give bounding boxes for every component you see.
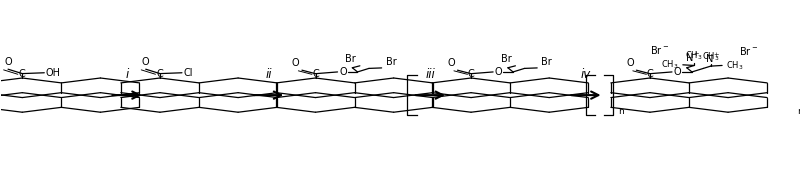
Text: Br: Br: [501, 54, 511, 64]
Text: O: O: [4, 57, 12, 67]
Text: C: C: [468, 69, 474, 79]
Text: iv: iv: [581, 68, 591, 81]
Text: O: O: [626, 58, 634, 69]
Text: OH: OH: [46, 68, 61, 78]
Text: O: O: [292, 58, 300, 69]
Text: C: C: [19, 69, 26, 79]
Text: C: C: [157, 69, 163, 79]
Text: Br$^-$: Br$^-$: [650, 44, 670, 56]
Text: CH$_3$: CH$_3$: [686, 50, 703, 62]
Text: Cl: Cl: [183, 68, 193, 78]
Text: CH$_3$: CH$_3$: [662, 59, 679, 71]
Text: n: n: [798, 107, 800, 116]
Text: C: C: [312, 69, 319, 79]
Text: N$^+$: N$^+$: [705, 52, 720, 65]
Text: i: i: [126, 68, 129, 81]
Text: O: O: [494, 67, 502, 77]
Text: O: O: [674, 67, 681, 77]
Text: Br$^-$: Br$^-$: [738, 45, 758, 57]
Text: CH$_3$: CH$_3$: [726, 59, 743, 72]
Text: n: n: [618, 107, 624, 116]
Text: O: O: [447, 58, 455, 69]
Text: C: C: [646, 69, 654, 79]
Text: Br: Br: [346, 54, 356, 64]
Text: ii: ii: [266, 68, 272, 81]
Text: Br: Br: [541, 57, 552, 67]
Text: N$^+$: N$^+$: [685, 51, 700, 64]
Text: iii: iii: [426, 68, 435, 81]
Text: O: O: [339, 67, 346, 77]
Text: Br: Br: [386, 57, 396, 67]
Text: CH$_3$: CH$_3$: [702, 50, 719, 63]
Text: O: O: [142, 57, 150, 67]
